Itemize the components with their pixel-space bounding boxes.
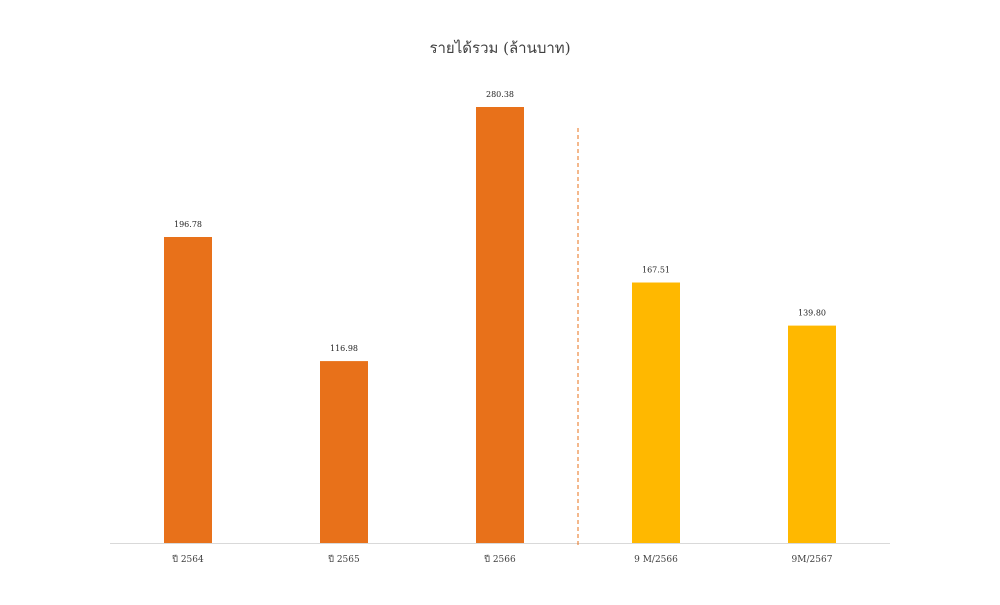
data-label-1: 196.78 [174, 220, 202, 229]
x-tick-label-4: 9 M/2566 [634, 555, 678, 565]
bar-5 [788, 325, 836, 543]
data-label-5: 139.80 [798, 309, 826, 318]
bar-1 [164, 237, 212, 543]
x-tick-label-5: 9M/2567 [792, 555, 833, 565]
x-tick-label-3: ปี 2566 [484, 554, 516, 565]
x-tick-label-2: ปี 2565 [328, 554, 360, 565]
x-tick-label-1: ปี 2564 [172, 554, 204, 565]
bar-4 [632, 282, 680, 543]
data-label-4: 167.51 [642, 266, 670, 275]
data-label-2: 116.98 [330, 344, 358, 353]
bar-2 [320, 361, 368, 543]
bar-3 [476, 107, 524, 543]
data-label-3: 280.38 [486, 90, 514, 99]
chart-title: รายได้รวม (ล้านบาท) [429, 39, 571, 57]
